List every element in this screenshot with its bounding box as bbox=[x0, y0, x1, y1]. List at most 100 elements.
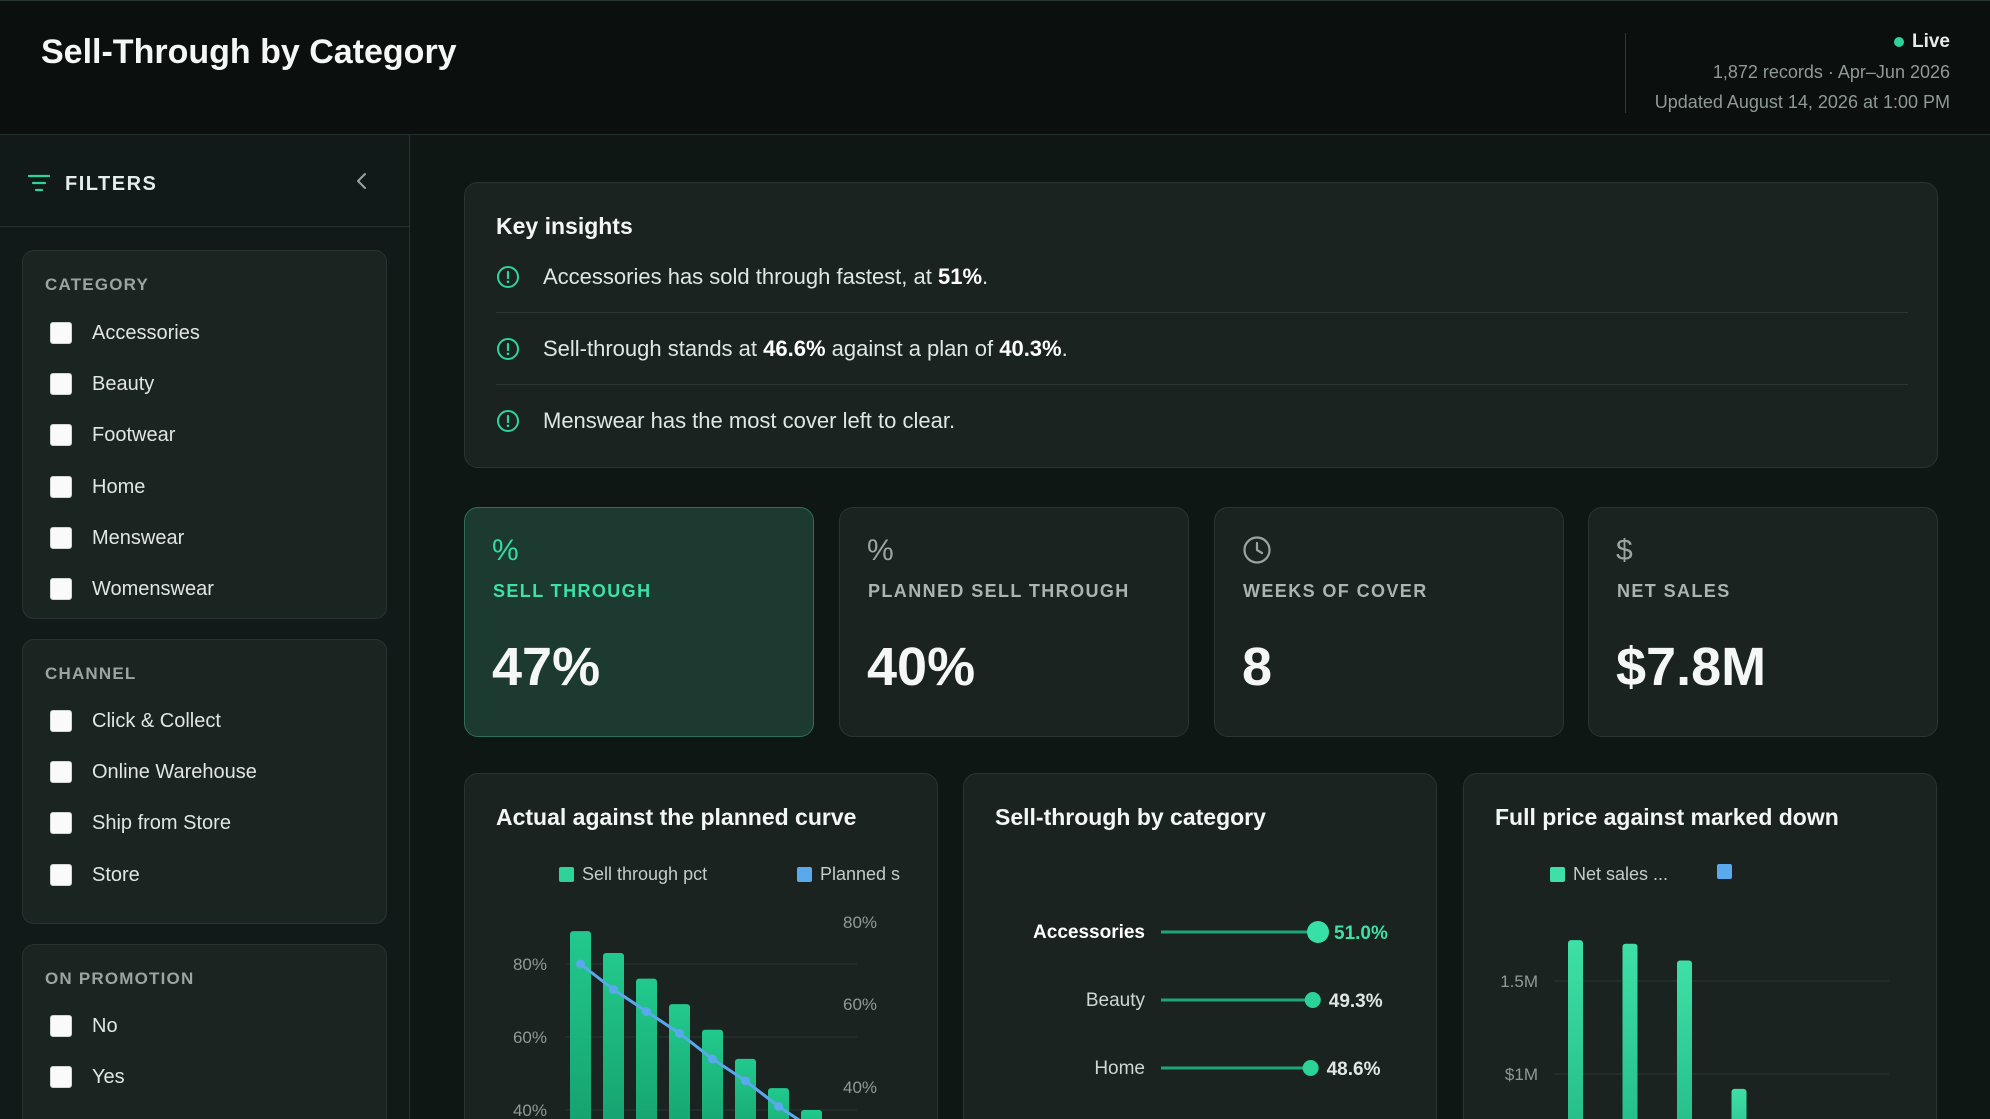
insight-text: Menswear has the most cover left to clea… bbox=[543, 408, 955, 434]
dollar-icon: $ bbox=[1616, 534, 1633, 567]
key-insights-title: Key insights bbox=[496, 213, 633, 239]
chart-card-actual-vs-planned: Actual against the planned curve Sell th… bbox=[464, 773, 938, 1119]
filter-option-label: Beauty bbox=[92, 372, 155, 395]
filter-icon bbox=[28, 174, 50, 192]
checkbox[interactable] bbox=[50, 424, 72, 446]
checkbox[interactable] bbox=[50, 373, 72, 395]
bar-sell-through bbox=[735, 1058, 756, 1119]
chart-card-full-price-vs-markdown: Full price against marked down Net sales… bbox=[1463, 773, 1937, 1119]
checkbox[interactable] bbox=[50, 864, 72, 886]
filter-option-yes[interactable]: Yes bbox=[50, 1062, 125, 1092]
key-insights-card: Key insights Accessories has sold throug… bbox=[464, 182, 1938, 468]
filter-option-home[interactable]: Home bbox=[50, 472, 145, 502]
insight-text-part: Menswear has the most cover left to clea… bbox=[543, 408, 956, 433]
kpi-label: PLANNED SELL THROUGH bbox=[868, 581, 1130, 601]
insight-text-part: Sell-through stands at bbox=[543, 335, 764, 361]
y-tick-label: 1.5M bbox=[1500, 972, 1538, 991]
kpi-value: $7.8M bbox=[1616, 637, 1767, 697]
y-right-tick-label: 40% bbox=[843, 1078, 877, 1097]
insight-text-part: Accessories has sold through fastest, at bbox=[543, 263, 938, 289]
filter-option-menswear[interactable]: Menswear bbox=[50, 523, 184, 553]
filter-option-no[interactable]: No bbox=[50, 1011, 118, 1041]
y-right-tick-label: 60% bbox=[843, 995, 877, 1014]
filter-group-title: CATEGORY bbox=[45, 275, 150, 294]
legend-item-planned[interactable]: Planned s bbox=[797, 864, 907, 885]
legend-swatch bbox=[797, 867, 812, 882]
kpi-value: 47% bbox=[492, 637, 601, 697]
collapse-sidebar-icon[interactable] bbox=[355, 171, 369, 191]
header-meta: Live 1,872 records · Apr–Jun 2026 Update… bbox=[1655, 31, 1950, 113]
filter-option-accessories[interactable]: Accessories bbox=[50, 318, 200, 348]
live-dot-icon bbox=[1893, 37, 1904, 47]
filter-group-on-promotion: ON PROMOTION No Yes bbox=[22, 944, 387, 1119]
legend-item-sell-through[interactable]: Sell through pct bbox=[559, 864, 707, 885]
checkbox[interactable] bbox=[50, 710, 72, 732]
bar-sell-through bbox=[669, 1004, 690, 1119]
y-tick-label: $1M bbox=[1505, 1065, 1538, 1084]
checkbox[interactable] bbox=[50, 578, 72, 600]
filter-option-ship-from-store[interactable]: Ship from Store bbox=[50, 808, 231, 838]
kpi-label: NET SALES bbox=[1617, 581, 1731, 601]
planned-point bbox=[774, 1101, 783, 1111]
alert-circle-icon bbox=[497, 265, 519, 288]
legend-item-net-sales[interactable]: Net sales ... bbox=[1550, 864, 1668, 885]
bar-net-sales bbox=[1677, 960, 1692, 1119]
filter-option-label: No bbox=[92, 1014, 118, 1037]
legend-label: Sell through pct bbox=[582, 864, 708, 884]
filter-option-online-warehouse[interactable]: Online Warehouse bbox=[50, 757, 257, 787]
filter-group-title: ON PROMOTION bbox=[45, 969, 195, 988]
insight-text: Accessories has sold through fastest, at… bbox=[543, 264, 988, 290]
page-title: Sell-Through by Category bbox=[41, 33, 457, 71]
planned-point bbox=[609, 985, 618, 995]
filter-group-channel: CHANNEL Click & Collect Online Warehouse… bbox=[22, 639, 387, 924]
filter-group-category: CATEGORY Accessories Beauty Footwear Hom… bbox=[22, 250, 387, 619]
insight-highlight: 51% bbox=[937, 263, 983, 289]
filter-option-label: Home bbox=[92, 475, 146, 498]
kpi-card-sell-through[interactable]: % SELL THROUGH 47% bbox=[464, 507, 814, 737]
header-divider bbox=[1625, 33, 1626, 113]
kpi-card-planned-sell-through[interactable]: % PLANNED SELL THROUGH 40% bbox=[839, 507, 1189, 737]
checkbox[interactable] bbox=[50, 761, 72, 783]
value-label: 48.6% bbox=[1327, 1059, 1381, 1080]
filter-option-label: Menswear bbox=[92, 526, 185, 549]
insight-row: Menswear has the most cover left to clea… bbox=[496, 385, 1908, 457]
kpi-card-weeks-of-cover[interactable]: WEEKS OF COVER 8 bbox=[1214, 507, 1564, 737]
filter-option-beauty[interactable]: Beauty bbox=[50, 369, 154, 399]
filter-option-label: Ship from Store bbox=[92, 811, 231, 834]
kpi-card-net-sales[interactable]: $ NET SALES $7.8M bbox=[1588, 507, 1938, 737]
y-tick-label: 60% bbox=[513, 1028, 547, 1047]
checkbox[interactable] bbox=[50, 1066, 72, 1088]
kpi-label: SELL THROUGH bbox=[493, 581, 652, 601]
checkbox[interactable] bbox=[50, 322, 72, 344]
filter-option-label: Store bbox=[92, 863, 140, 886]
bar-net-sales bbox=[1731, 1088, 1747, 1119]
lollipop-dot bbox=[1302, 1060, 1319, 1076]
checkbox[interactable] bbox=[50, 527, 72, 549]
kpi-value: 8 bbox=[1242, 637, 1273, 697]
chart-card-sell-through-by-category: Sell-through by category Accessories 51.0… bbox=[963, 773, 1437, 1119]
filter-option-label: Accessories bbox=[92, 321, 200, 344]
filter-option-label: Womenswear bbox=[92, 577, 214, 600]
y-tick-label: 40% bbox=[513, 1101, 547, 1119]
filter-option-label: Click & Collect bbox=[92, 709, 221, 732]
filter-option-footwear[interactable]: Footwear bbox=[50, 420, 175, 450]
insight-highlight: 40.3% bbox=[999, 335, 1062, 361]
checkbox[interactable] bbox=[50, 812, 72, 834]
chart-title: Actual against the planned curve bbox=[496, 804, 857, 830]
y-tick-label: 80% bbox=[513, 955, 547, 974]
filter-option-womenswear[interactable]: Womenswear bbox=[50, 574, 214, 604]
checkbox[interactable] bbox=[50, 1015, 72, 1037]
filter-option-label: Footwear bbox=[92, 423, 176, 446]
value-label: 49.3% bbox=[1329, 991, 1383, 1012]
percent-icon: % bbox=[867, 534, 894, 567]
checkbox[interactable] bbox=[50, 476, 72, 498]
bar-net-sales bbox=[1568, 940, 1583, 1119]
insight-row: Accessories has sold through fastest, at… bbox=[496, 241, 1908, 313]
insight-highlight: 46.6% bbox=[763, 335, 826, 361]
legend-item-marked-down[interactable] bbox=[1717, 864, 1732, 879]
alert-circle-icon bbox=[497, 410, 519, 432]
sell-through-by-category-chart: Accessories51.0%Beauty49.3%Home48.6%Foot… bbox=[1033, 921, 1388, 1080]
filter-option-click-collect[interactable]: Click & Collect bbox=[50, 706, 221, 736]
kpi-label: WEEKS OF COVER bbox=[1243, 581, 1428, 601]
filter-option-store[interactable]: Store bbox=[50, 860, 140, 890]
